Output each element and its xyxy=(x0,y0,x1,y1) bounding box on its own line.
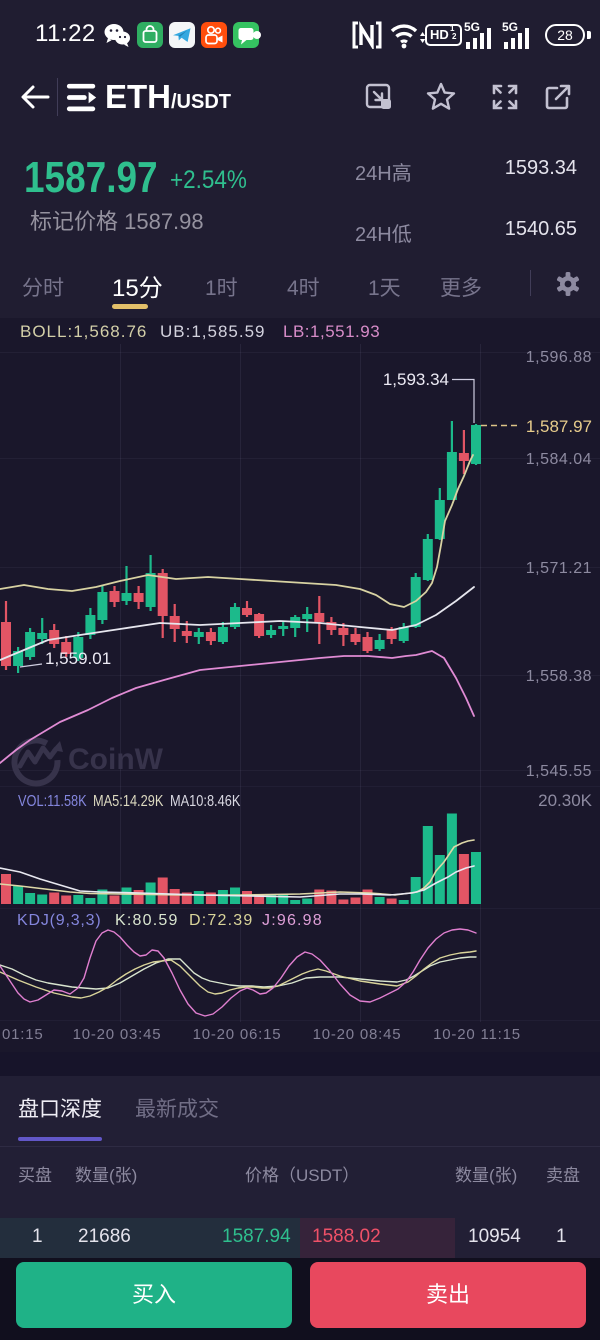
svg-text:10-20 11:15: 10-20 11:15 xyxy=(433,1026,521,1043)
svg-text:10-20 06:15: 10-20 06:15 xyxy=(193,1026,282,1043)
svg-text:1,584.04: 1,584.04 xyxy=(526,451,592,468)
svg-text:MA10:8.46K: MA10:8.46K xyxy=(170,793,241,811)
svg-text:J:96.98: J:96.98 xyxy=(262,912,323,929)
svg-text:1,571.21: 1,571.21 xyxy=(526,560,592,577)
svg-text:MA5:14.29K: MA5:14.29K xyxy=(93,793,164,811)
svg-text:KDJ(9,3,3): KDJ(9,3,3) xyxy=(17,912,101,929)
svg-text:20.30K: 20.30K xyxy=(538,791,593,810)
svg-text:UB:1,585.59: UB:1,585.59 xyxy=(160,322,266,341)
svg-text:1,545.55: 1,545.55 xyxy=(526,763,592,780)
svg-text:D:72.39: D:72.39 xyxy=(189,912,253,929)
svg-text:01:15: 01:15 xyxy=(2,1026,44,1043)
svg-text:5G: 5G xyxy=(502,20,518,34)
svg-text:BOLL:1,568.76: BOLL:1,568.76 xyxy=(20,322,147,341)
svg-text:LB:1,551.93: LB:1,551.93 xyxy=(283,322,380,341)
svg-text:VOL:11.58K: VOL:11.58K xyxy=(18,793,87,811)
svg-text:1,593.34: 1,593.34 xyxy=(383,370,449,389)
svg-text:5G: 5G xyxy=(464,20,480,34)
svg-text:1,558.38: 1,558.38 xyxy=(526,668,592,685)
svg-text:K:80.59: K:80.59 xyxy=(115,912,179,929)
svg-text:CoinW: CoinW xyxy=(68,743,164,776)
svg-text:1,559.01: 1,559.01 xyxy=(45,649,111,668)
svg-text:10-20 08:45: 10-20 08:45 xyxy=(313,1026,402,1043)
svg-text:1,596.88: 1,596.88 xyxy=(526,349,592,366)
svg-text:1,587.97: 1,587.97 xyxy=(526,417,592,436)
svg-text:10-20 03:45: 10-20 03:45 xyxy=(73,1026,162,1043)
